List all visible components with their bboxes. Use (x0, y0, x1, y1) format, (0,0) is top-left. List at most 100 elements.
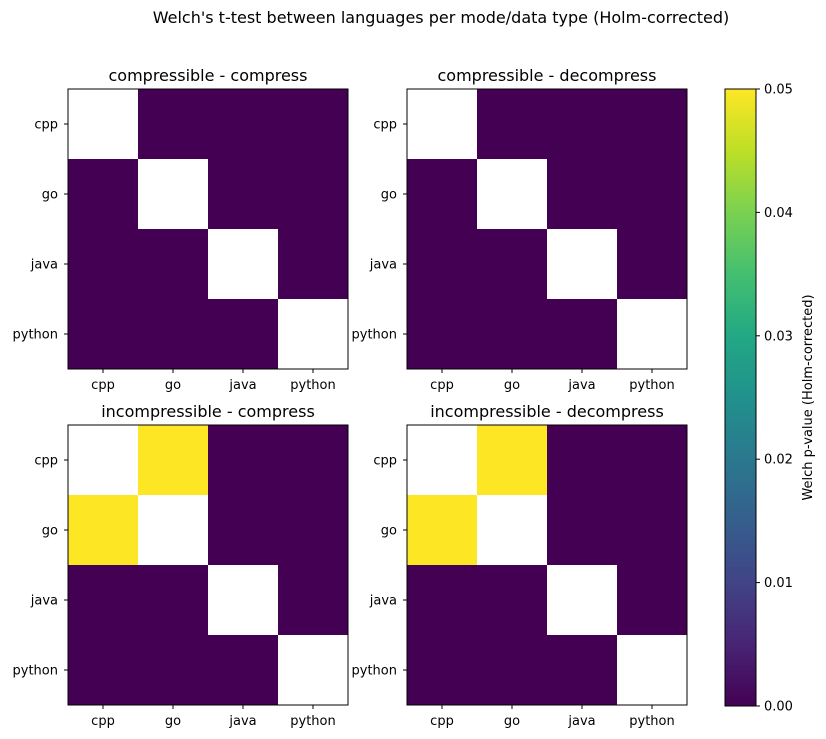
heatmap-cell (477, 495, 548, 566)
heatmap-cell (208, 159, 279, 230)
heatmap-panels: compressible - compress cpp cpp go go java jav… (13, 66, 688, 729)
y-tick-label: java (30, 258, 58, 273)
colorbar-tick-label: 0.00 (764, 700, 793, 715)
heatmap-cell (278, 299, 349, 370)
heatmap-cell (547, 159, 618, 230)
heatmap-cell (617, 229, 688, 300)
heatmap-cell (68, 159, 139, 230)
x-tick-label: java (228, 714, 256, 729)
x-tick-label: go (165, 378, 181, 393)
heatmap-panel: incompressible - compress cpp cpp go go java j… (13, 402, 349, 729)
y-tick-label: cpp (373, 118, 397, 133)
heatmap-cell (547, 495, 618, 566)
heatmap-cell (477, 229, 548, 300)
panel-frame (406, 88, 688, 370)
y-tick-label: python (13, 664, 58, 679)
panel-frame (67, 88, 349, 370)
heatmap-cell (477, 635, 548, 706)
panel-title: compressible - compress (109, 66, 308, 85)
heatmap-cell (617, 495, 688, 566)
y-tick-label: cpp (373, 454, 397, 469)
x-tick-label: java (567, 714, 595, 729)
y-tick-label: go (381, 524, 397, 539)
colorbar-tick-label: 0.02 (764, 453, 793, 468)
heatmap-cell (68, 425, 139, 496)
heatmap-cell (68, 299, 139, 370)
heatmap-cell (477, 425, 548, 496)
heatmap-cell (278, 635, 349, 706)
heatmap-cell (68, 635, 139, 706)
heatmap-cell (68, 229, 139, 300)
heatmap-cell (138, 159, 209, 230)
heatmap-cell (138, 495, 209, 566)
y-tick-label: java (30, 594, 58, 609)
y-tick-label: go (381, 188, 397, 203)
heatmap-cell (407, 565, 478, 636)
heatmap-cell (208, 299, 279, 370)
x-tick-label: python (290, 378, 335, 393)
heatmap-cell (278, 159, 349, 230)
heatmap-cell (138, 635, 209, 706)
heatmap-cell (407, 159, 478, 230)
y-tick-label: python (352, 664, 397, 679)
x-tick-label: go (165, 714, 181, 729)
heatmap-cell (477, 89, 548, 160)
colorbar-tick-label: 0.03 (764, 329, 793, 344)
heatmap-cell (617, 565, 688, 636)
y-tick-label: go (42, 188, 58, 203)
heatmap-cell (278, 425, 349, 496)
heatmap-cell (547, 635, 618, 706)
heatmap-cell (477, 159, 548, 230)
heatmap-cell (68, 495, 139, 566)
heatmap-cell (547, 565, 618, 636)
panel-title: incompressible - compress (101, 402, 315, 421)
heatmap-cell (278, 229, 349, 300)
heatmap-cell (208, 229, 279, 300)
heatmap-cell (547, 89, 618, 160)
heatmap-cell (407, 89, 478, 160)
x-tick-label: cpp (430, 714, 454, 729)
heatmap-cell (278, 495, 349, 566)
heatmap-cell (407, 635, 478, 706)
colorbar-tick-label: 0.05 (764, 83, 793, 98)
heatmap-cell (278, 565, 349, 636)
colorbar-tick-label: 0.04 (764, 206, 793, 221)
heatmap-cell (407, 495, 478, 566)
y-tick-label: python (13, 328, 58, 343)
colorbar-label: Welch p-value (Holm-corrected) (801, 294, 816, 500)
heatmap-panel: compressible - compress cpp cpp go go java jav… (13, 66, 349, 393)
heatmap-cell (617, 635, 688, 706)
heatmap-cell (617, 159, 688, 230)
y-tick-label: cpp (34, 118, 58, 133)
heatmap-cell (208, 89, 279, 160)
x-tick-label: cpp (91, 378, 115, 393)
panel-frame (67, 424, 349, 706)
heatmap-cell (407, 425, 478, 496)
heatmap-cell (617, 89, 688, 160)
heatmap-cell (278, 89, 349, 160)
colorbar: 0.00 0.01 0.02 0.03 0.04 0.05 Welch p-value (H… (724, 83, 816, 715)
x-tick-label: java (228, 378, 256, 393)
heatmap-panel: incompressible - decompress cpp cpp go go jav… (352, 402, 688, 729)
heatmap-cell (208, 565, 279, 636)
x-tick-label: python (290, 714, 335, 729)
heatmap-cell (138, 425, 209, 496)
x-tick-label: python (629, 378, 674, 393)
x-tick-label: go (504, 378, 520, 393)
panel-frame (406, 424, 688, 706)
figure-title: Welch's t-test between languages per mod… (153, 8, 730, 27)
y-tick-label: python (352, 328, 397, 343)
x-tick-label: python (629, 714, 674, 729)
y-tick-label: go (42, 524, 58, 539)
x-tick-label: cpp (430, 378, 454, 393)
heatmap-cell (407, 299, 478, 370)
y-tick-label: java (369, 258, 397, 273)
x-tick-label: java (567, 378, 595, 393)
colorbar-tick-label: 0.01 (764, 576, 793, 591)
x-tick-label: go (504, 714, 520, 729)
heatmap-cell (547, 299, 618, 370)
heatmap-cell (407, 229, 478, 300)
heatmap-panel: compressible - decompress cpp cpp go go java j… (352, 66, 688, 393)
heatmap-cell (617, 425, 688, 496)
heatmap-cell (138, 299, 209, 370)
